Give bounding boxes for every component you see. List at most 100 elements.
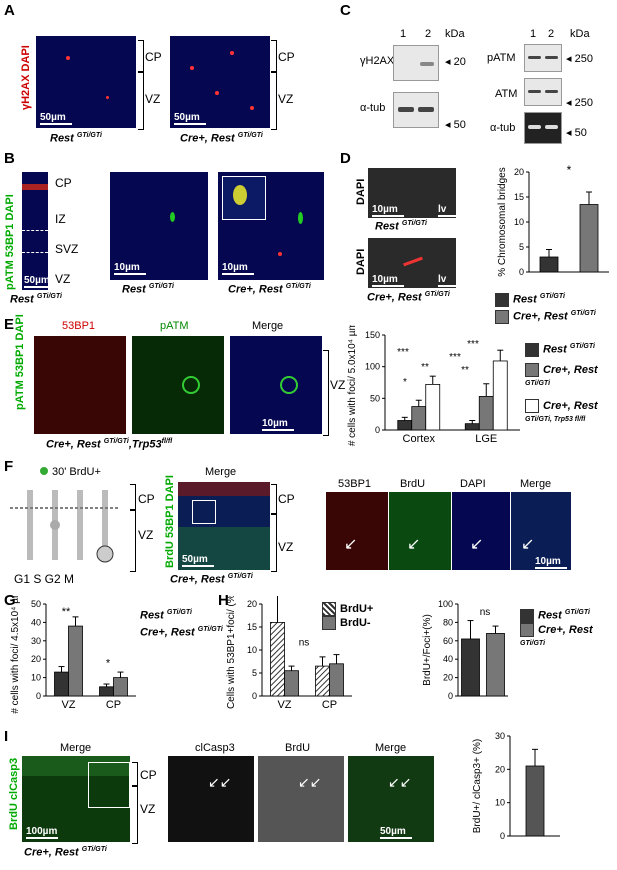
significance-mark: ** <box>62 606 71 618</box>
y-tick-label: 15 <box>247 622 257 632</box>
panel-b-caption-2: Rest GTi/GTi <box>122 283 174 296</box>
panel-e-image-patm <box>132 336 224 434</box>
bar <box>411 406 427 431</box>
blot-atub <box>393 92 439 128</box>
y-tick-label: 0 <box>252 691 257 701</box>
legend-h-item-2: BrdU- <box>322 616 373 630</box>
zone-cp-2: CP <box>278 50 295 64</box>
panel-b-caption-3: Cre+, Rest GTi/GTi <box>228 283 311 296</box>
f-diagram <box>10 490 120 563</box>
panel-a-stain: γH2AX DAPI <box>20 45 32 110</box>
b-zone-iz: IZ <box>55 212 66 226</box>
bar <box>68 625 83 697</box>
kda-20: ◂ 20 <box>445 56 466 68</box>
y-tick-label: 100 <box>438 599 453 609</box>
panel-i-caption: Cre+, Rest GTi/GTi <box>24 846 107 859</box>
y-tick-label: 100 <box>365 362 380 372</box>
f-zone-vz-2: VZ <box>278 540 294 554</box>
panel-d-label: D <box>340 150 351 167</box>
e-header-merge: Merge <box>252 320 284 332</box>
panel-d-lv-1: lv <box>438 204 472 217</box>
kda-unit-r: kDa <box>570 28 590 40</box>
bar <box>284 670 299 697</box>
legend-d-item-2: Cre+, Rest GTi/GTi <box>495 307 596 324</box>
lane-2-r: 2 <box>548 28 555 40</box>
lane-1: 1 <box>400 28 407 40</box>
panel-a-image-1 <box>36 36 136 128</box>
panel-b-image-1 <box>110 172 208 280</box>
panel-f-image-53bp1: ↙ <box>326 492 388 570</box>
i-zone-cp: CP <box>140 768 157 782</box>
b-zone-vz: VZ <box>55 272 71 286</box>
blot-label-atub-r: α-tub <box>490 122 516 134</box>
panel-f-scale: 50µm <box>182 554 214 567</box>
y-tick-label: 20 <box>514 167 524 177</box>
panel-a-caption-2: Cre+, Rest GTi/GTi <box>180 132 263 145</box>
y-tick-label: 10 <box>247 645 257 655</box>
panel-d-scale-2: 10µm <box>372 274 404 287</box>
f-header-merge-2: Merge <box>520 478 552 490</box>
panel-e-label: E <box>4 316 15 333</box>
blot-label-gh2ax: γH2AX <box>360 55 395 67</box>
legend-d-item-1: Rest GTi/GTi <box>495 290 596 307</box>
x-tick-label: CP <box>106 699 121 711</box>
y-tick-label: 150 <box>365 330 380 340</box>
bar <box>54 671 69 697</box>
chart-h2: 0 20 40 60 80 100 BrdU+/Foci+(%) ns <box>422 599 508 701</box>
significance-mark: *** <box>467 339 479 350</box>
f-header-53bp1: 53BP1 <box>338 478 372 490</box>
legend-e-item-2: Cre+, Rest GTi/GTi <box>525 362 598 387</box>
y-tick-label: 10 <box>495 798 505 808</box>
panel-b-image-2 <box>218 172 324 280</box>
zone-vz-2: VZ <box>278 92 294 106</box>
zone-cp: CP <box>145 50 162 64</box>
panel-f-image-merge <box>178 482 270 570</box>
panel-i-scale: 100µm <box>26 826 59 839</box>
y-tick-label: 10 <box>31 673 41 683</box>
i-header-brdu: BrdU <box>285 742 311 754</box>
bar <box>315 665 330 697</box>
e-zone-vz: VZ <box>330 378 346 392</box>
y-tick-label: 60 <box>443 636 453 646</box>
y-tick-label: 15 <box>514 192 524 202</box>
blot-atm <box>524 78 562 106</box>
zone-vz: VZ <box>145 92 161 106</box>
legend-h2-item-1: Rest GTi/GTi <box>520 606 617 623</box>
y-axis-label: % Chromosomal bridges <box>497 167 508 277</box>
significance-mark: * <box>403 377 407 388</box>
f-header-dapi: DAPI <box>460 478 486 490</box>
legend-g-item-2: Cre+, Rest GTi/GTi <box>140 625 223 639</box>
f-zone-vz: VZ <box>138 528 154 542</box>
y-tick-label: 5 <box>519 242 524 252</box>
y-tick-label: 10 <box>514 217 524 227</box>
x-tick-label: VZ <box>61 699 75 711</box>
panel-e-image-merge <box>230 336 322 434</box>
panel-d-image-2 <box>368 238 456 288</box>
y-tick-label: 30 <box>31 636 41 646</box>
panel-a-scale-1: 50µm <box>40 112 72 125</box>
f-pulse: 30' BrdU+ <box>40 466 101 478</box>
y-tick-label: 20 <box>443 673 453 683</box>
kda-50-r: ◂ 50 <box>566 127 587 139</box>
bar <box>397 420 413 431</box>
bar <box>425 384 441 431</box>
panel-d-stain-1: DAPI <box>355 178 367 205</box>
panel-i-image-brdu: ↙↙ <box>258 756 344 842</box>
panel-a-scale-2: 50µm <box>174 112 206 125</box>
legend-e-item-1: Rest GTi/GTi <box>525 340 617 357</box>
bar <box>270 621 285 697</box>
panel-e-caption: Cre+, Rest GTi/GTi,Trp53fl/fl <box>46 438 173 451</box>
legend-h-item-1: BrdU+ <box>322 602 373 616</box>
significance-mark: *** <box>449 352 461 363</box>
kda-250-b: ◂ 250 <box>566 97 593 109</box>
panel-f-stain: BrdU 53BP1 DAPI <box>164 475 176 568</box>
y-axis-label: Cells with 53BP1+foci/ (%) <box>226 596 237 709</box>
panel-f-image-brdu: ↙ <box>389 492 451 570</box>
panel-b-scale-overview: 50µm <box>24 275 56 288</box>
legend-h2-item-2: Cre+, Rest GTi/GTi <box>520 622 593 647</box>
f-header-merge: Merge <box>205 466 237 478</box>
y-tick-label: 20 <box>31 654 41 664</box>
legend-h: BrdU+ BrdU- <box>322 602 373 630</box>
panel-d-caption-2: Cre+, Rest GTi/GTi <box>367 291 450 304</box>
b-zone-cp: CP <box>55 176 72 190</box>
